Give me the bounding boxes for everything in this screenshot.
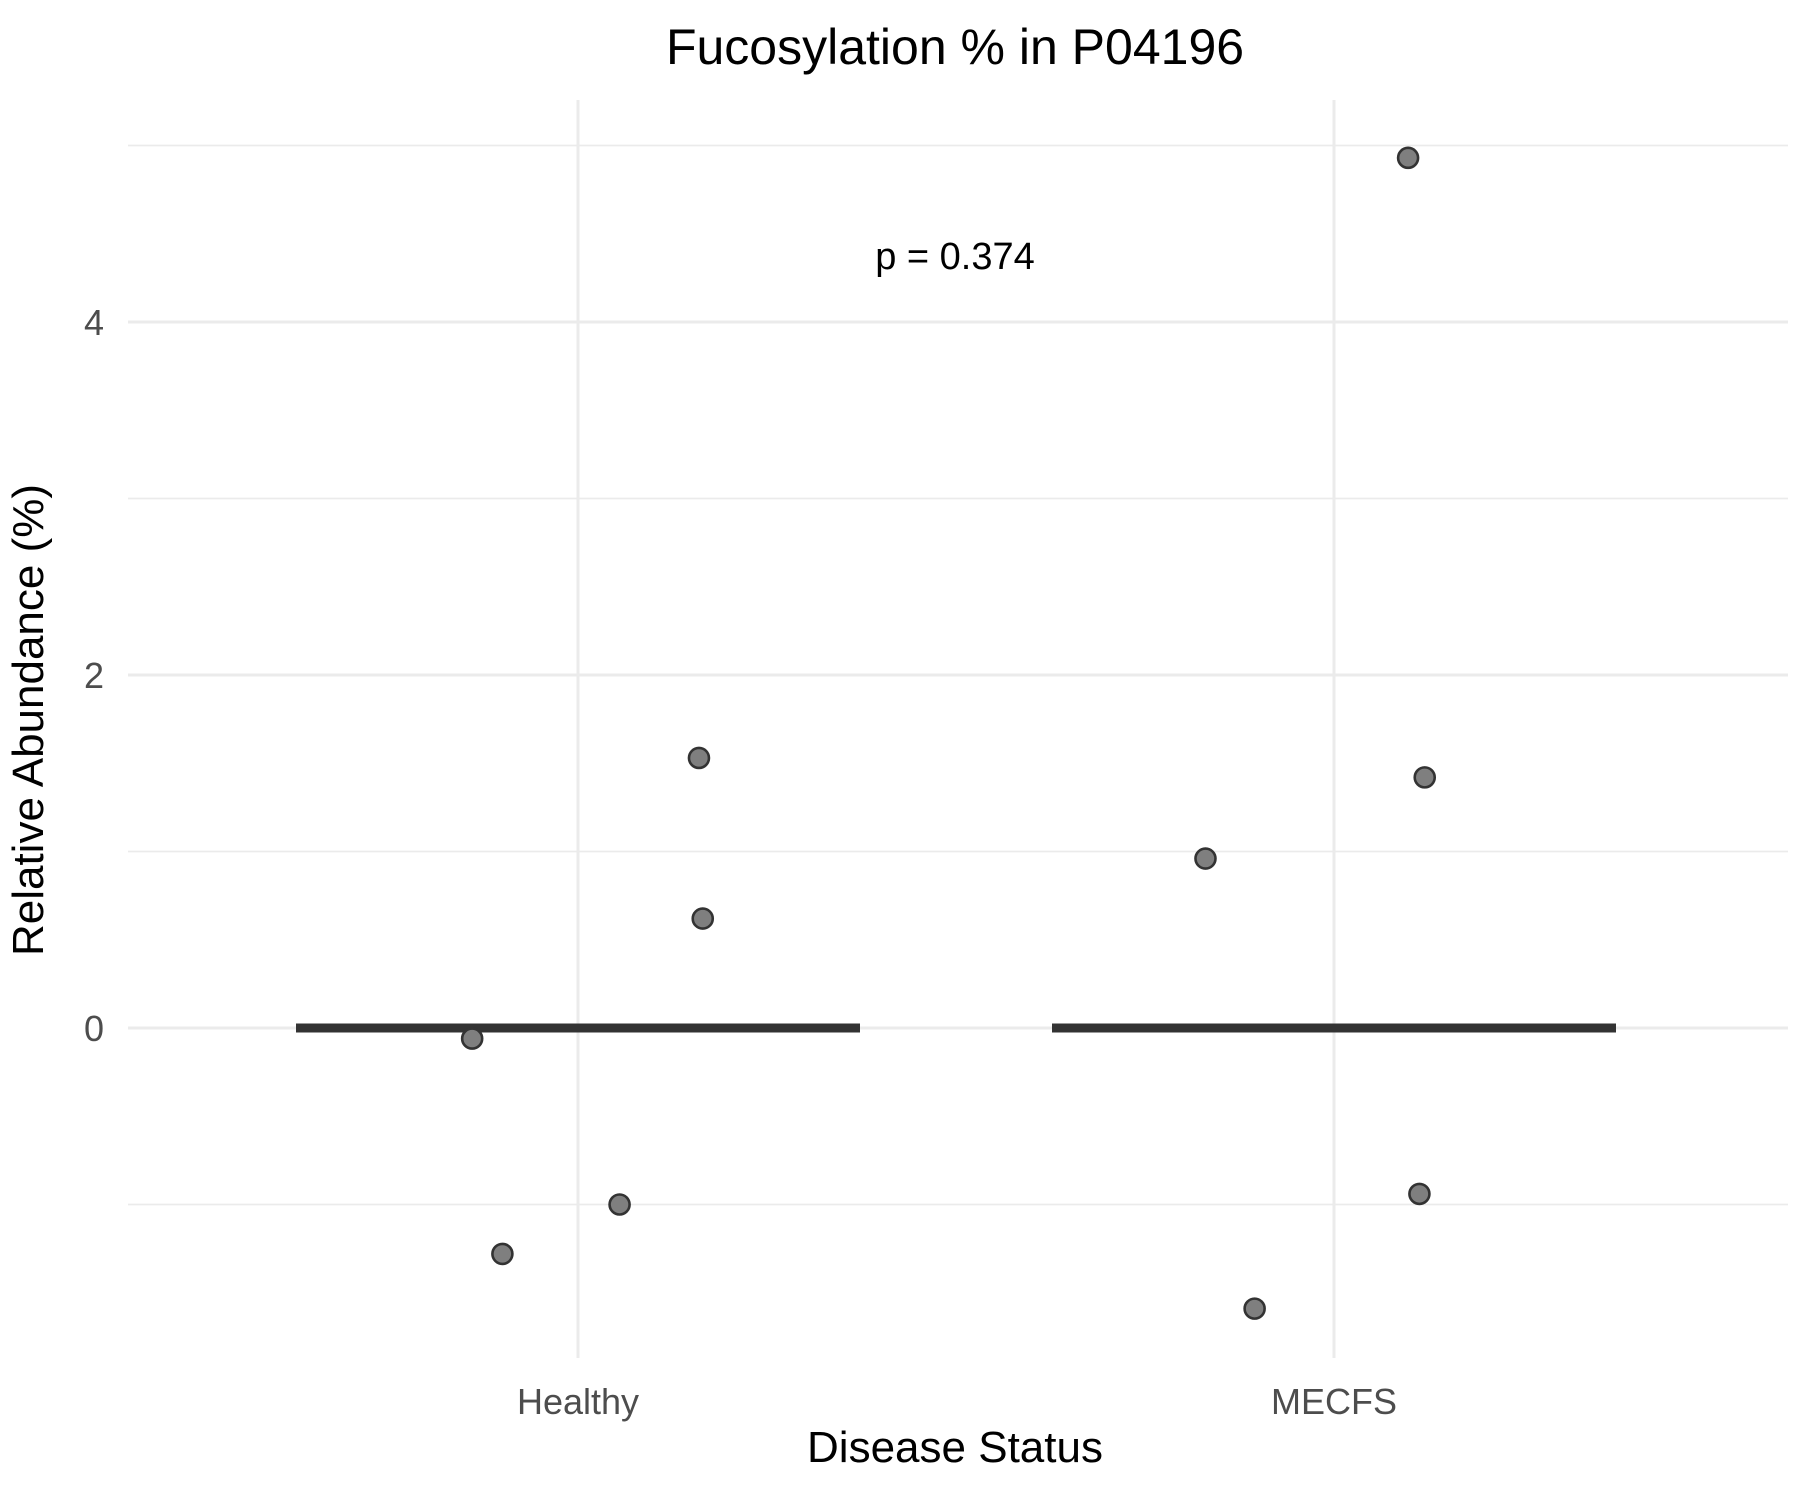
data-point (608, 1193, 631, 1216)
data-point (691, 907, 715, 930)
data-point (687, 746, 711, 770)
y-tick-label: 4 (84, 302, 104, 343)
x-axis-title: Disease Status (807, 1423, 1103, 1472)
y-axis-title: Relative Abundance (%) (4, 484, 53, 956)
grid-lines (128, 100, 1788, 1358)
data-points (460, 146, 1437, 1320)
x-tick-labels: Healthy MECFS (517, 1381, 1397, 1422)
chart-title: Fucosylation % in P04196 (666, 19, 1244, 75)
data-point (1396, 146, 1420, 170)
x-tick-label: Healthy (517, 1381, 639, 1422)
x-tick-label: MECFS (1271, 1381, 1397, 1422)
y-tick-labels: 0 2 4 (84, 302, 104, 1049)
p-value-annotation: p = 0.374 (875, 236, 1035, 278)
y-tick-label: 0 (84, 1008, 104, 1049)
data-point (460, 1027, 484, 1050)
data-point (1408, 1182, 1431, 1206)
data-point (1194, 847, 1217, 870)
y-tick-label: 2 (84, 655, 104, 696)
data-point (491, 1242, 514, 1266)
data-point (1413, 766, 1437, 789)
data-point (1243, 1297, 1266, 1320)
